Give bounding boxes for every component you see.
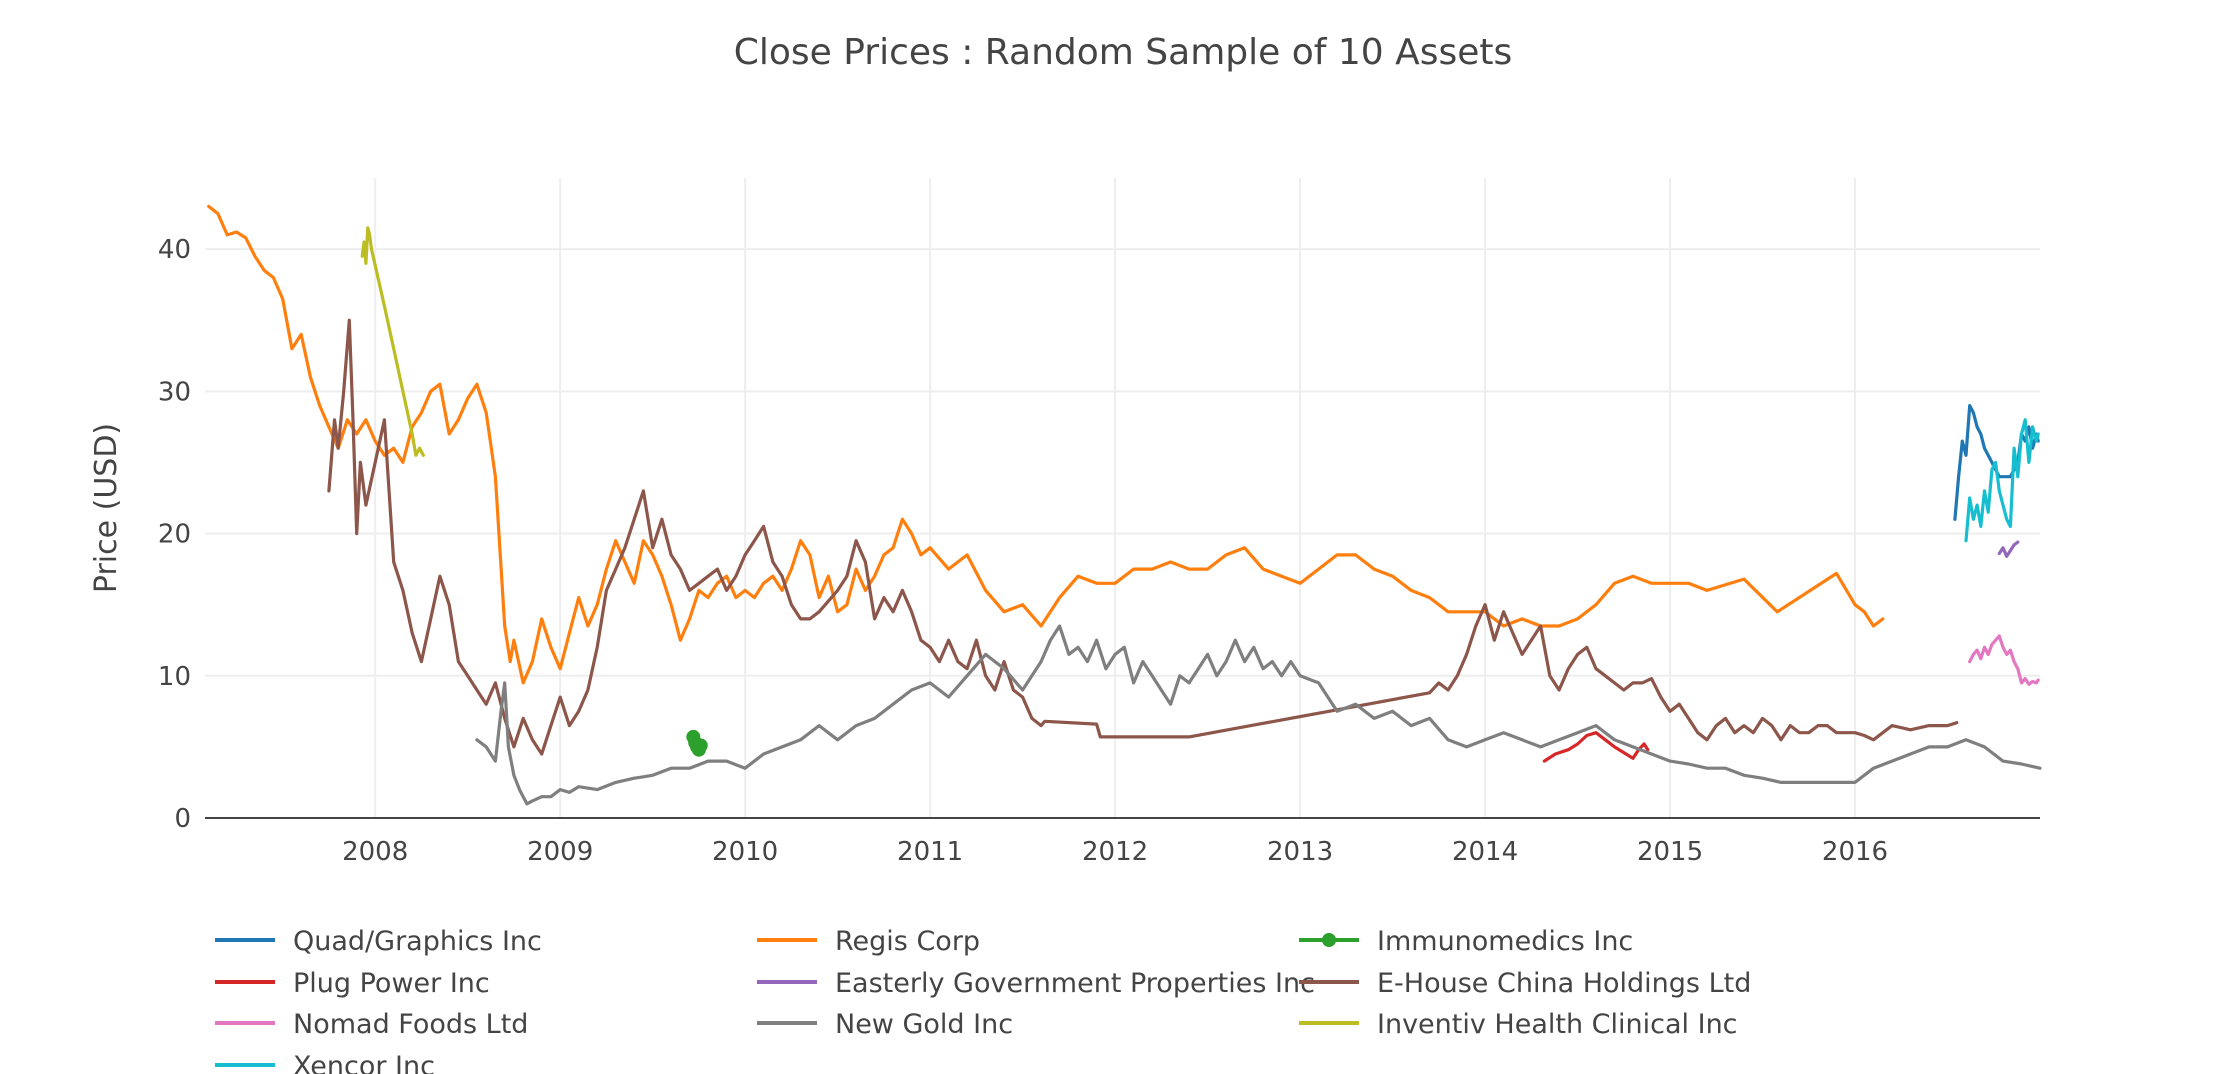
series-5	[1997, 540, 2020, 558]
series-10	[1964, 418, 2040, 543]
legend-item[interactable]: Nomad Foods Ltd	[215, 1009, 528, 1040]
y-axis-title: Price (USD)	[89, 423, 124, 593]
legend-label: New Gold Inc	[835, 1009, 1013, 1040]
legend-item[interactable]: Immunomedics Inc	[1299, 926, 1633, 957]
legend-label: E-House China Holdings Ltd	[1377, 968, 1751, 999]
series-line-6	[327, 318, 1959, 756]
series-line-2	[207, 204, 1885, 685]
x-tick-label: 2012	[1082, 837, 1148, 867]
x-tick-label: 2011	[897, 837, 963, 867]
data-point	[693, 738, 708, 753]
legend-marker	[1322, 933, 1336, 947]
x-tick-label: 2014	[1452, 837, 1518, 867]
y-tick-label: 10	[158, 662, 191, 692]
legend-item[interactable]: New Gold Inc	[757, 1009, 1013, 1040]
legend-label: Plug Power Inc	[293, 968, 490, 999]
series-2	[207, 204, 1885, 685]
series-line-8	[475, 624, 2042, 806]
legend-label: Quad/Graphics Inc	[293, 926, 542, 957]
legend-item[interactable]: Easterly Government Properties Inc	[757, 968, 1315, 999]
series-layer	[207, 204, 2042, 806]
legend-item[interactable]: E-House China Holdings Ltd	[1299, 968, 1751, 999]
series-line-5	[1997, 540, 2020, 558]
x-axis-ticks: 2008 2009 2010 2011 2012 2013 2014 2015 2016	[342, 837, 1888, 867]
legend-label: Xencor Inc	[293, 1051, 435, 1074]
x-tick-label: 2015	[1637, 837, 1703, 867]
legend[interactable]: Quad/Graphics Inc Regis Corp Immunomedics …	[215, 926, 1751, 1074]
x-tick-label: 2008	[342, 837, 408, 867]
series-9	[360, 226, 425, 457]
y-tick-label: 20	[158, 520, 191, 550]
series-7	[1968, 634, 2040, 686]
series-3	[686, 729, 708, 757]
legend-label: Immunomedics Inc	[1377, 926, 1633, 957]
legend-label: Nomad Foods Ltd	[293, 1009, 528, 1040]
y-axis-ticks: 0 10 20 30 40	[158, 235, 191, 834]
legend-label: Easterly Government Properties Inc	[835, 968, 1315, 999]
x-tick-label: 2010	[712, 837, 778, 867]
y-tick-label: 40	[158, 235, 191, 265]
y-tick-label: 30	[158, 377, 191, 407]
series-line-10	[1964, 418, 2040, 543]
series-8	[475, 624, 2042, 806]
x-tick-label: 2016	[1822, 837, 1888, 867]
chart-title: Close Prices : Random Sample of 10 Asset…	[734, 32, 1513, 73]
legend-item[interactable]: Inventiv Health Clinical Inc	[1299, 1009, 1738, 1040]
series-6	[327, 318, 1959, 756]
legend-item[interactable]: Xencor Inc	[215, 1051, 435, 1074]
x-tick-label: 2013	[1267, 837, 1333, 867]
legend-item[interactable]: Quad/Graphics Inc	[215, 926, 542, 957]
legend-label: Inventiv Health Clinical Inc	[1377, 1009, 1738, 1040]
legend-label: Regis Corp	[835, 926, 980, 957]
legend-item[interactable]: Regis Corp	[757, 926, 980, 957]
x-tick-label: 2009	[527, 837, 593, 867]
y-tick-label: 0	[174, 804, 191, 834]
series-line-9	[360, 226, 425, 457]
series-line-7	[1968, 634, 2040, 686]
gridlines	[205, 178, 2040, 818]
legend-item[interactable]: Plug Power Inc	[215, 968, 490, 999]
